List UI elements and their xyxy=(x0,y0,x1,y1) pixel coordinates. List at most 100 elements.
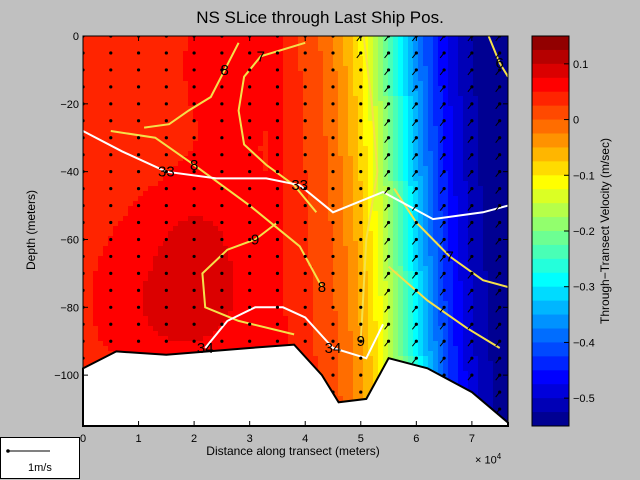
fill-cell xyxy=(168,326,174,332)
fill-cell xyxy=(263,246,269,252)
fill-cell xyxy=(198,56,204,62)
fill-cell xyxy=(263,306,269,312)
fill-cell xyxy=(328,371,334,377)
fill-cell xyxy=(278,336,284,342)
fill-cell xyxy=(278,51,284,57)
fill-cell xyxy=(253,81,259,87)
fill-cell xyxy=(168,171,174,177)
fill-cell xyxy=(88,41,94,47)
fill-cell xyxy=(88,241,94,247)
fill-cell xyxy=(198,186,204,192)
fill-cell xyxy=(333,106,339,112)
fill-cell xyxy=(303,301,309,307)
fill-cell xyxy=(278,306,284,312)
fill-cell xyxy=(333,66,339,72)
fill-cell xyxy=(223,121,229,127)
fill-cell xyxy=(233,111,239,117)
fill-cell xyxy=(178,46,184,52)
fill-cell xyxy=(368,256,374,262)
fill-cell xyxy=(318,146,324,152)
fill-cell xyxy=(313,301,319,307)
fill-cell xyxy=(373,191,379,197)
fill-cell xyxy=(318,216,324,222)
fill-cell xyxy=(313,56,319,62)
fill-cell xyxy=(258,266,264,272)
fill-cell xyxy=(373,246,379,252)
fill-cell xyxy=(293,321,299,327)
fill-cell xyxy=(278,196,284,202)
fill-cell xyxy=(363,346,369,352)
fill-cell xyxy=(273,151,279,157)
fill-cell xyxy=(393,336,399,342)
fill-cell xyxy=(378,141,384,147)
fill-cell xyxy=(338,386,344,392)
fill-cell xyxy=(353,106,359,112)
fill-cell xyxy=(238,106,244,112)
fill-cell xyxy=(113,211,119,217)
fill-cell xyxy=(138,106,144,112)
fill-cell xyxy=(133,51,139,57)
fill-cell xyxy=(298,196,304,202)
fill-cell xyxy=(378,81,384,87)
fill-cell xyxy=(248,41,254,47)
fill-cell xyxy=(123,321,129,327)
fill-cell xyxy=(98,271,104,277)
fill-cell xyxy=(113,196,119,202)
fill-cell xyxy=(88,331,94,337)
fill-cell xyxy=(393,286,399,292)
fill-cell xyxy=(333,191,339,197)
fill-cell xyxy=(318,311,324,317)
fill-cell xyxy=(263,326,269,332)
fill-cell xyxy=(203,101,209,107)
fill-cell xyxy=(193,326,199,332)
fill-cell xyxy=(178,251,184,257)
fill-cell xyxy=(133,186,139,192)
fill-cell xyxy=(253,186,259,192)
fill-cell xyxy=(188,221,194,227)
fill-cell xyxy=(193,171,199,177)
fill-cell xyxy=(158,241,164,247)
fill-cell xyxy=(198,291,204,297)
fill-cell xyxy=(213,221,219,227)
fill-cell xyxy=(353,381,359,387)
fill-cell xyxy=(133,316,139,322)
fill-cell xyxy=(393,236,399,242)
fill-cell xyxy=(293,51,299,57)
fill-cell xyxy=(388,296,394,302)
fill-cell xyxy=(88,261,94,267)
fill-cell xyxy=(373,166,379,172)
fill-cell xyxy=(368,246,374,252)
fill-cell xyxy=(338,256,344,262)
fill-cell xyxy=(108,121,114,127)
fill-cell xyxy=(348,331,354,337)
fill-cell xyxy=(383,311,389,317)
fill-cell xyxy=(378,171,384,177)
fill-cell xyxy=(238,286,244,292)
fill-cell xyxy=(353,351,359,357)
fill-cell xyxy=(153,341,159,347)
fill-cell xyxy=(123,271,129,277)
fill-cell xyxy=(348,391,354,397)
fill-cell xyxy=(223,111,229,117)
fill-cell xyxy=(203,306,209,312)
fill-cell xyxy=(203,136,209,142)
fill-cell xyxy=(163,291,169,297)
fill-cell xyxy=(368,226,374,232)
fill-cell xyxy=(348,111,354,117)
fill-cell xyxy=(183,246,189,252)
fill-cell xyxy=(198,201,204,207)
fill-cell xyxy=(103,271,109,277)
fill-cell xyxy=(198,266,204,272)
fill-cell xyxy=(168,81,174,87)
fill-cell xyxy=(128,241,134,247)
fill-cell xyxy=(183,151,189,157)
fill-cell xyxy=(158,236,164,242)
fill-cell xyxy=(258,306,264,312)
fill-cell xyxy=(198,216,204,222)
fill-cell xyxy=(293,126,299,132)
fill-cell xyxy=(103,226,109,232)
fill-cell xyxy=(198,51,204,57)
fill-cell xyxy=(108,341,114,347)
fill-cell xyxy=(273,156,279,162)
fill-cell xyxy=(378,261,384,267)
